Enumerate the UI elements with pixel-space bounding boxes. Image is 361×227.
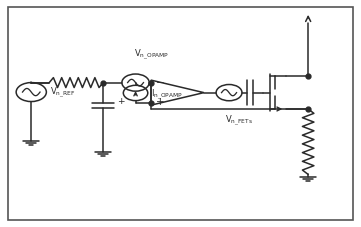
Text: +: + [117,97,124,106]
Text: $\mathregular{V_{n\_FETs}}$: $\mathregular{V_{n\_FETs}}$ [226,113,253,128]
Text: +: + [156,97,165,107]
Text: $\mathregular{I_{n\_OPAMP}}$: $\mathregular{I_{n\_OPAMP}}$ [151,88,183,102]
Text: −: − [156,78,165,88]
Text: $\mathregular{V_{n\_REF}}$: $\mathregular{V_{n\_REF}}$ [50,86,75,100]
Text: $\mathregular{V_{n\_OPAMP}}$: $\mathregular{V_{n\_OPAMP}}$ [134,47,169,62]
